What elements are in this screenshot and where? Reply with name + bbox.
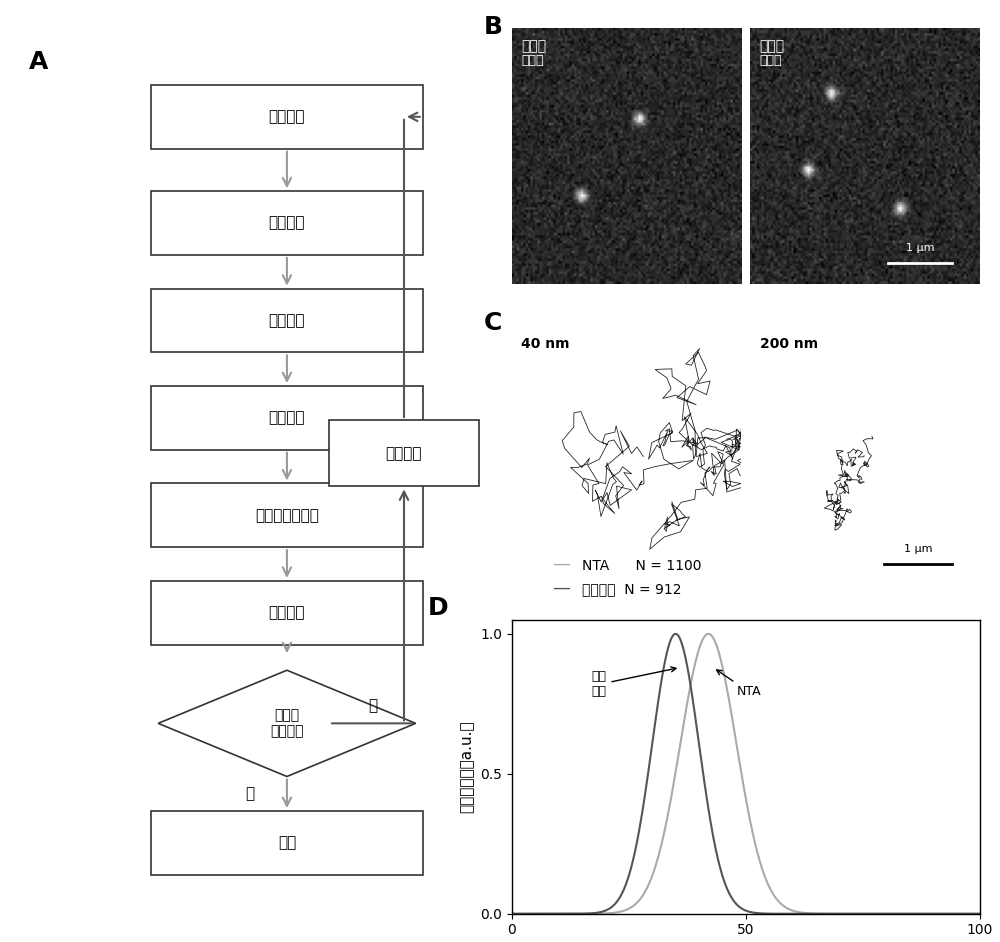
Text: —: — (552, 578, 570, 596)
FancyBboxPatch shape (151, 483, 423, 547)
Text: 处理前: 处理前 (521, 40, 546, 54)
FancyBboxPatch shape (151, 288, 423, 352)
Text: NTA: NTA (717, 670, 761, 698)
Text: —: — (552, 555, 570, 573)
Text: B: B (484, 15, 503, 40)
Text: 前期
表征: 前期 表征 (591, 667, 676, 698)
Text: 飗粒追踪: 飗粒追踪 (269, 411, 305, 426)
Text: 否: 否 (368, 698, 377, 713)
Text: 样本采集: 样本采集 (386, 446, 422, 461)
FancyBboxPatch shape (151, 386, 423, 449)
Text: C: C (484, 311, 503, 335)
Text: 计算均方根位移: 计算均方根位移 (255, 508, 319, 523)
FancyBboxPatch shape (151, 85, 423, 149)
Text: NTA      N = 1100: NTA N = 1100 (582, 559, 701, 573)
FancyBboxPatch shape (151, 191, 423, 255)
Polygon shape (158, 671, 416, 776)
Text: 飗粒数
是否达标: 飗粒数 是否达标 (270, 708, 304, 739)
Text: 前期表征  N = 912: 前期表征 N = 912 (582, 582, 681, 596)
Text: 处理前: 处理前 (521, 54, 543, 67)
Text: 1 μm: 1 μm (906, 243, 935, 253)
Text: 处理后: 处理后 (760, 40, 785, 54)
FancyBboxPatch shape (151, 811, 423, 875)
Text: D: D (427, 596, 448, 621)
Text: A: A (29, 51, 49, 74)
Text: 结束: 结束 (278, 836, 296, 851)
FancyBboxPatch shape (151, 581, 423, 644)
Text: 飗粒识别: 飗粒识别 (269, 313, 305, 328)
Text: 1 μm: 1 μm (904, 544, 932, 554)
Text: 处理后: 处理后 (760, 54, 782, 67)
Y-axis label: 归一化分布（a.u.）: 归一化分布（a.u.） (459, 721, 474, 813)
Text: 200 nm: 200 nm (760, 337, 818, 350)
Text: 图像获取: 图像获取 (269, 109, 305, 124)
Text: 是: 是 (245, 787, 254, 802)
Text: 图像处理: 图像处理 (269, 216, 305, 231)
FancyBboxPatch shape (329, 420, 479, 486)
Text: 40 nm: 40 nm (521, 337, 569, 350)
Text: 粒径推导: 粒径推导 (269, 605, 305, 620)
